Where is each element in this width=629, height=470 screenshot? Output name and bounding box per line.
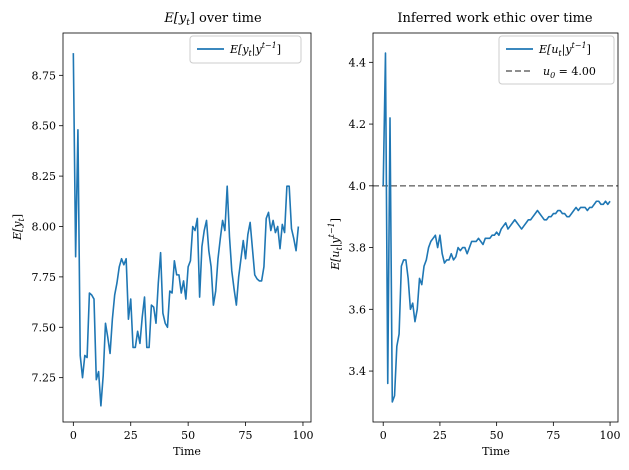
right-series-line: [382, 52, 611, 403]
left-legend-label: E[yt|yt−1]: [229, 41, 281, 58]
left-y-axis-label: E[yt]: [11, 214, 26, 241]
right-chart-panel: Inferred work ethic over time 0 25 50 75 100…: [327, 11, 621, 458]
left-y-tick-label: 7.75: [32, 271, 57, 284]
left-x-tick-label: 75: [239, 429, 253, 442]
right-x-tick-label: 50: [490, 429, 504, 442]
left-y-tick-label: 8.00: [32, 220, 57, 233]
left-chart-title: E[yt] over time: [163, 11, 262, 28]
right-y-tick-label: 4.2: [349, 118, 367, 131]
right-axis-ticks: 0 25 50 75 100 3.4 3.6 3.8 4.0 4.2 4.4: [349, 56, 621, 442]
left-y-tick-label: 7.25: [32, 372, 57, 385]
left-y-tick-label: 8.25: [32, 170, 57, 183]
left-y-tick-label: 8.50: [32, 120, 57, 133]
left-series-group: [72, 53, 300, 407]
left-x-tick-label: 100: [292, 429, 313, 442]
right-legend-label-reference: u0 = 4.00: [543, 65, 596, 80]
right-legend: E[ut|yt−1] u0 = 4.00: [498, 35, 615, 85]
left-x-axis-label: Time: [173, 445, 201, 458]
right-legend-box: [498, 35, 615, 85]
right-y-tick-label: 3.4: [349, 365, 367, 378]
left-series-line: [72, 53, 300, 407]
right-y-tick-label: 3.6: [349, 303, 367, 316]
right-axes-frame: [372, 32, 619, 423]
right-y-tick-label: 3.8: [349, 242, 367, 255]
left-x-tick-label: 25: [124, 429, 138, 442]
right-x-tick-label: 75: [546, 429, 560, 442]
right-y-tick-label: 4.4: [349, 56, 367, 69]
left-legend-box: [189, 35, 302, 64]
left-legend: E[yt|yt−1]: [189, 35, 302, 64]
right-x-tick-label: 100: [600, 429, 621, 442]
right-series-group: [382, 52, 611, 403]
right-x-tick-label: 25: [433, 429, 447, 442]
right-chart-title: Inferred work ethic over time: [397, 11, 593, 26]
left-chart-panel: E[yt] over time 0 25 50 75 100 7.25 7.50 7.75 8.…: [11, 11, 313, 458]
right-x-tick-label: 0: [380, 429, 387, 442]
left-axes-frame: [62, 32, 312, 423]
left-x-tick-label: 0: [70, 429, 77, 442]
right-x-axis-label: Time: [482, 445, 510, 458]
right-y-tick-label: 4.0: [349, 180, 367, 193]
left-y-tick-label: 8.75: [32, 69, 57, 82]
right-legend-label-series: E[ut|yt−1]: [538, 41, 591, 58]
left-x-tick-label: 50: [181, 429, 195, 442]
left-axis-ticks: 0 25 50 75 100 7.25 7.50 7.75 8.00 8.25 8.50 8.75: [32, 69, 314, 442]
right-y-axis-label: E[ut|yt−1]: [327, 218, 344, 271]
left-y-tick-label: 7.50: [32, 321, 57, 334]
